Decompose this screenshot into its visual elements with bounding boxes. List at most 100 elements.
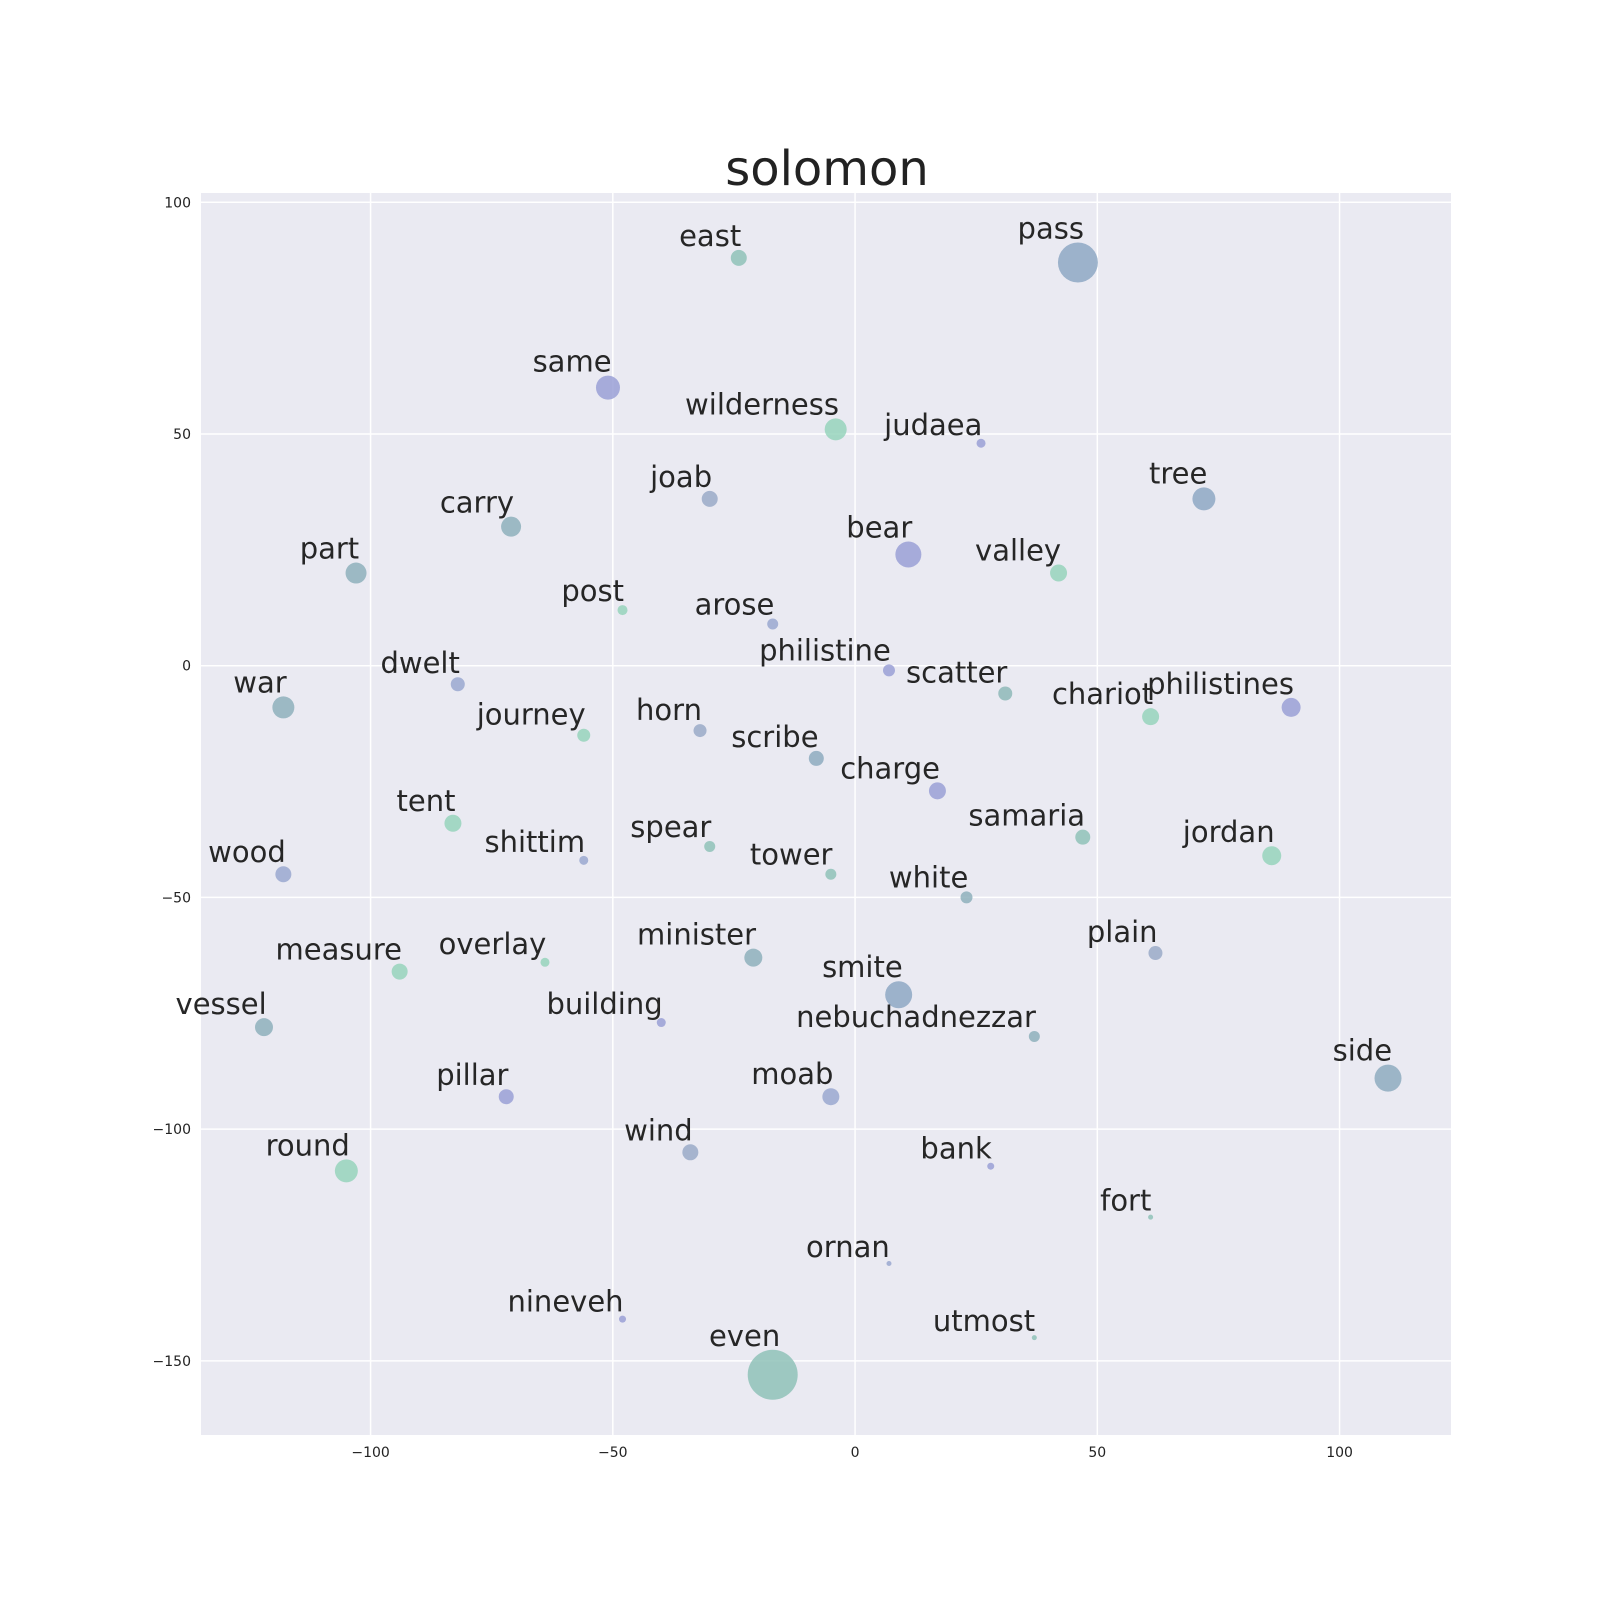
point-valley — [1050, 564, 1068, 582]
label-same: same — [533, 345, 612, 379]
point-ornan — [886, 1261, 892, 1267]
point-war — [272, 696, 295, 719]
point-shittim — [579, 855, 589, 865]
label-even: even — [709, 1319, 780, 1353]
label-judaea: judaea — [883, 408, 982, 442]
point-arose — [767, 618, 779, 630]
x-tick-label: 50 — [1088, 1445, 1106, 1461]
x-tick-label: −100 — [351, 1445, 389, 1461]
label-tower: tower — [750, 838, 833, 872]
label-plain: plain — [1087, 915, 1158, 949]
label-tent: tent — [397, 784, 456, 818]
point-dwelt — [450, 677, 465, 692]
label-samaria: samaria — [968, 799, 1085, 833]
y-tick-label: 50 — [173, 427, 191, 443]
plot-area — [201, 193, 1451, 1435]
point-chariot — [1142, 708, 1160, 726]
point-tower — [825, 868, 837, 880]
point-wind — [682, 1144, 699, 1161]
point-nineveh — [619, 1315, 627, 1323]
point-white — [960, 891, 973, 904]
label-building: building — [546, 987, 662, 1021]
label-pass: pass — [1018, 212, 1084, 246]
point-charge — [928, 782, 946, 800]
label-charge: charge — [840, 751, 940, 785]
point-same — [595, 375, 620, 400]
point-pass — [1057, 242, 1098, 283]
label-war: war — [233, 665, 286, 699]
point-measure — [391, 963, 408, 980]
label-smite: smite — [822, 950, 903, 984]
y-tick-label: −100 — [153, 1122, 191, 1138]
chart-title: solomon — [725, 141, 929, 197]
point-joab — [701, 490, 718, 507]
point-tree — [1192, 487, 1216, 511]
point-scribe — [808, 750, 824, 766]
point-part — [345, 562, 367, 584]
label-carry: carry — [440, 486, 514, 520]
label-side: side — [1333, 1034, 1392, 1068]
y-tick-label: 100 — [164, 195, 191, 211]
point-philistines — [1281, 697, 1301, 717]
point-carry — [501, 516, 522, 537]
label-moab: moab — [751, 1057, 833, 1091]
label-arose: arose — [695, 587, 775, 621]
label-joab: joab — [649, 460, 712, 494]
point-philistine — [882, 664, 895, 677]
label-valley: valley — [975, 534, 1061, 568]
point-nebuchadnezzar — [1028, 1030, 1040, 1042]
label-post: post — [561, 574, 624, 608]
point-samaria — [1075, 829, 1091, 845]
point-judaea — [976, 438, 986, 448]
point-pillar — [498, 1089, 514, 1105]
label-philistine: philistine — [759, 633, 891, 667]
point-scatter — [998, 686, 1013, 701]
point-building — [656, 1018, 666, 1028]
label-shittim: shittim — [485, 825, 586, 859]
point-horn — [693, 724, 707, 738]
label-philistines: philistines — [1147, 667, 1294, 701]
point-fort — [1148, 1214, 1154, 1220]
label-bear: bear — [846, 510, 912, 544]
point-tent — [444, 814, 462, 832]
label-horn: horn — [636, 693, 702, 727]
grid-lines — [201, 193, 1451, 1435]
point-wood — [275, 866, 292, 883]
label-part: part — [300, 532, 359, 566]
point-moab — [822, 1088, 840, 1106]
x-tick-label: 0 — [851, 1445, 860, 1461]
label-pillar: pillar — [436, 1058, 508, 1092]
label-vessel: vessel — [176, 987, 267, 1021]
label-nebuchadnezzar: nebuchadnezzar — [796, 1000, 1036, 1034]
point-utmost — [1031, 1335, 1037, 1341]
y-tick-label: 0 — [182, 659, 191, 675]
label-wind: wind — [624, 1113, 693, 1147]
label-scribe: scribe — [731, 720, 818, 754]
point-side — [1374, 1064, 1402, 1092]
point-spear — [704, 840, 716, 852]
label-chariot: chariot — [1052, 677, 1153, 711]
x-tick-label: −50 — [598, 1445, 628, 1461]
label-ornan: ornan — [806, 1230, 890, 1264]
point-minister — [744, 948, 763, 967]
label-dwelt: dwelt — [380, 646, 459, 680]
y-tick-label: −50 — [161, 890, 191, 906]
label-jordan: jordan — [1182, 815, 1275, 849]
label-east: east — [679, 219, 741, 253]
label-journey: journey — [476, 698, 586, 732]
label-white: white — [889, 860, 968, 894]
label-overlay: overlay — [439, 927, 547, 961]
label-fort: fort — [1100, 1184, 1151, 1218]
label-spear: spear — [630, 810, 711, 844]
label-bank: bank — [920, 1132, 992, 1166]
y-tick-label: −150 — [153, 1354, 191, 1370]
label-round: round — [266, 1128, 350, 1162]
point-plain — [1148, 946, 1163, 961]
label-scatter: scatter — [906, 656, 1007, 690]
point-overlay — [540, 957, 550, 967]
point-journey — [577, 728, 591, 742]
label-tree: tree — [1149, 456, 1207, 490]
point-even — [747, 1349, 798, 1400]
point-vessel — [254, 1018, 273, 1037]
